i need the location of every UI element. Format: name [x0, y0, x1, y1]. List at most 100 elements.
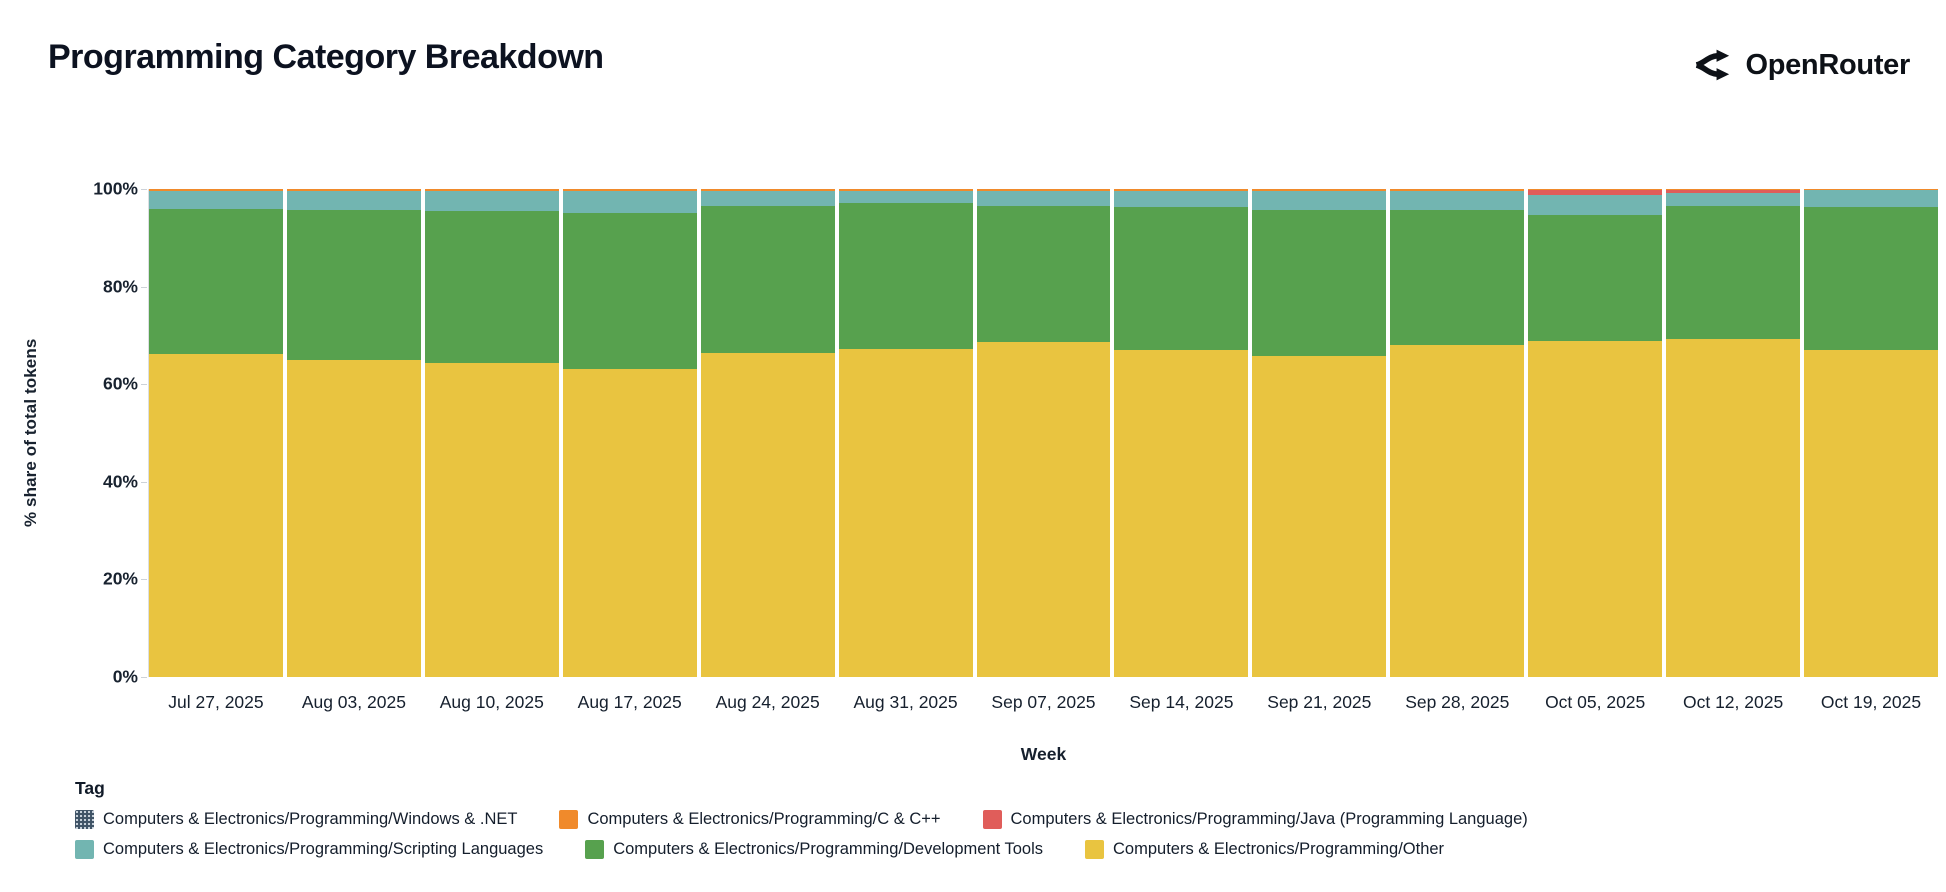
- bar-week-3[interactable]: [424, 189, 559, 677]
- legend-item: Computers & Electronics/Programming/Wind…: [75, 810, 517, 829]
- bar-segment-c-cpp[interactable]: [1804, 189, 1938, 191]
- bar-week-2[interactable]: [286, 189, 421, 677]
- bar-segment-scripting-languages[interactable]: [562, 191, 697, 213]
- legend-item: Computers & Electronics/Programming/Othe…: [1085, 840, 1444, 859]
- bar-segment-other[interactable]: [700, 353, 835, 677]
- bar-week-6[interactable]: [838, 189, 973, 677]
- bar-segment-c-cpp[interactable]: [700, 189, 835, 191]
- bar-week-5[interactable]: [700, 189, 835, 677]
- legend-row-2: Computers & Electronics/Programming/Scri…: [75, 840, 1905, 859]
- bar-segment-development-tools[interactable]: [1804, 206, 1938, 351]
- bar-segment-development-tools[interactable]: [1528, 214, 1663, 341]
- bar-segment-scripting-languages[interactable]: [976, 190, 1111, 206]
- legend-item: Computers & Electronics/Programming/C & …: [559, 810, 941, 829]
- openrouter-logo[interactable]: OpenRouter: [1691, 44, 1910, 86]
- y-tick-label: 80%: [102, 276, 138, 297]
- bar-segment-other[interactable]: [976, 341, 1111, 677]
- bar-segment-c-cpp[interactable]: [562, 189, 697, 192]
- y-tick-mark: [141, 286, 147, 288]
- bar-segment-other[interactable]: [838, 348, 973, 677]
- bar-segment-c-cpp[interactable]: [424, 189, 559, 192]
- bar-segment-development-tools[interactable]: [1666, 205, 1801, 339]
- bar-segment-other[interactable]: [1252, 355, 1387, 677]
- bar-week-12[interactable]: [1666, 189, 1801, 677]
- bar-segment-scripting-languages[interactable]: [149, 190, 283, 210]
- bar-segment-development-tools[interactable]: [562, 212, 697, 370]
- x-tick-label: Oct 12, 2025: [1682, 692, 1784, 712]
- bar-segment-c-cpp[interactable]: [286, 189, 421, 192]
- bar-segment-other[interactable]: [424, 363, 559, 677]
- legend-item: Computers & Electronics/Programming/Java…: [982, 810, 1528, 829]
- x-tick-label: Sep 14, 2025: [1129, 692, 1234, 712]
- bar-segment-java[interactable]: [1666, 190, 1801, 194]
- bar-week-1[interactable]: [149, 189, 283, 677]
- bar-segment-c-cpp[interactable]: [1390, 189, 1525, 191]
- bar-segment-other[interactable]: [1390, 344, 1525, 677]
- bar-segment-scripting-languages[interactable]: [424, 191, 559, 212]
- bar-segment-c-cpp[interactable]: [838, 189, 973, 191]
- x-tick-label: Aug 10, 2025: [439, 692, 544, 712]
- bar-segment-scripting-languages[interactable]: [700, 190, 835, 207]
- bar-segment-other[interactable]: [149, 353, 283, 677]
- legend-swatch: [1085, 840, 1105, 859]
- bar-segment-scripting-languages[interactable]: [286, 191, 421, 211]
- bar-segment-development-tools[interactable]: [1114, 207, 1249, 351]
- y-axis-line: [148, 189, 149, 677]
- bar-segment-scripting-languages[interactable]: [1804, 190, 1938, 207]
- bar-segment-development-tools[interactable]: [1252, 209, 1387, 356]
- bar-segment-c-cpp[interactable]: [1528, 189, 1663, 191]
- x-tick-label: Aug 31, 2025: [853, 692, 958, 712]
- bar-segment-c-cpp[interactable]: [149, 189, 283, 191]
- legend-swatch: [75, 810, 94, 829]
- bar-segment-other[interactable]: [1528, 340, 1663, 677]
- bar-segment-scripting-languages[interactable]: [1114, 190, 1249, 208]
- bar-segment-development-tools[interactable]: [1390, 209, 1525, 345]
- bar-segment-development-tools[interactable]: [838, 203, 973, 349]
- bar-week-4[interactable]: [562, 189, 697, 677]
- bar-segment-development-tools[interactable]: [424, 211, 559, 364]
- legend-swatch: [75, 840, 94, 859]
- x-axis-tick-labels: Jul 27, 2025 Aug 03, 2025 Aug 10, 2025 Aug …: [149, 692, 1938, 713]
- bar-week-8[interactable]: [1114, 189, 1249, 677]
- bar-segment-other[interactable]: [562, 369, 697, 677]
- bar-segment-scripting-languages[interactable]: [838, 190, 973, 204]
- bar-segment-c-cpp[interactable]: [1252, 189, 1387, 191]
- legend-swatch: [585, 840, 605, 859]
- bar-week-10[interactable]: [1390, 189, 1525, 677]
- bar-week-9[interactable]: [1252, 189, 1387, 677]
- x-tick-label: Oct 05, 2025: [1545, 692, 1646, 712]
- bar-segment-c-cpp[interactable]: [1666, 189, 1801, 191]
- bar-segment-other[interactable]: [1666, 338, 1801, 677]
- bar-week-11[interactable]: [1528, 189, 1663, 677]
- x-tick-label: Sep 28, 2025: [1405, 692, 1510, 712]
- bar-segment-scripting-languages[interactable]: [1666, 193, 1801, 206]
- x-tick-label: Aug 24, 2025: [715, 692, 820, 712]
- bar-week-7[interactable]: [976, 189, 1111, 677]
- bar-segment-c-cpp[interactable]: [976, 189, 1111, 191]
- y-tick-mark: [141, 189, 147, 190]
- bar-segment-scripting-languages[interactable]: [1528, 194, 1663, 215]
- bar-segment-scripting-languages[interactable]: [1390, 190, 1525, 210]
- legend-label: Computers & Electronics/Programming/C & …: [587, 810, 941, 828]
- bar-segment-development-tools[interactable]: [700, 206, 835, 354]
- x-tick-label: Sep 21, 2025: [1267, 692, 1372, 712]
- y-tick-mark: [141, 677, 147, 678]
- legend-title: Tag: [75, 778, 105, 798]
- bar-segment-other[interactable]: [286, 360, 421, 677]
- bar-week-13[interactable]: [1804, 189, 1938, 677]
- bar-segment-development-tools[interactable]: [976, 205, 1111, 342]
- y-tick-label: 20%: [102, 568, 138, 589]
- x-tick-label: Oct 19, 2025: [1820, 692, 1922, 712]
- bar-segment-other[interactable]: [1114, 350, 1249, 677]
- bar-segment-scripting-languages[interactable]: [1252, 190, 1387, 210]
- bar-segment-other[interactable]: [1804, 350, 1938, 677]
- x-tick-label: Aug 03, 2025: [301, 692, 406, 712]
- legend: Tag Computers & Electronics/Programming/…: [75, 778, 1905, 859]
- y-tick-mark: [141, 481, 147, 483]
- bar-segment-java[interactable]: [1528, 190, 1663, 195]
- bar-segment-development-tools[interactable]: [286, 210, 421, 361]
- plot-area: [149, 189, 1938, 677]
- bar-segment-development-tools[interactable]: [149, 209, 283, 354]
- bar-segment-c-cpp[interactable]: [1114, 189, 1249, 191]
- legend-label: Computers & Electronics/Programming/Java…: [1010, 810, 1528, 828]
